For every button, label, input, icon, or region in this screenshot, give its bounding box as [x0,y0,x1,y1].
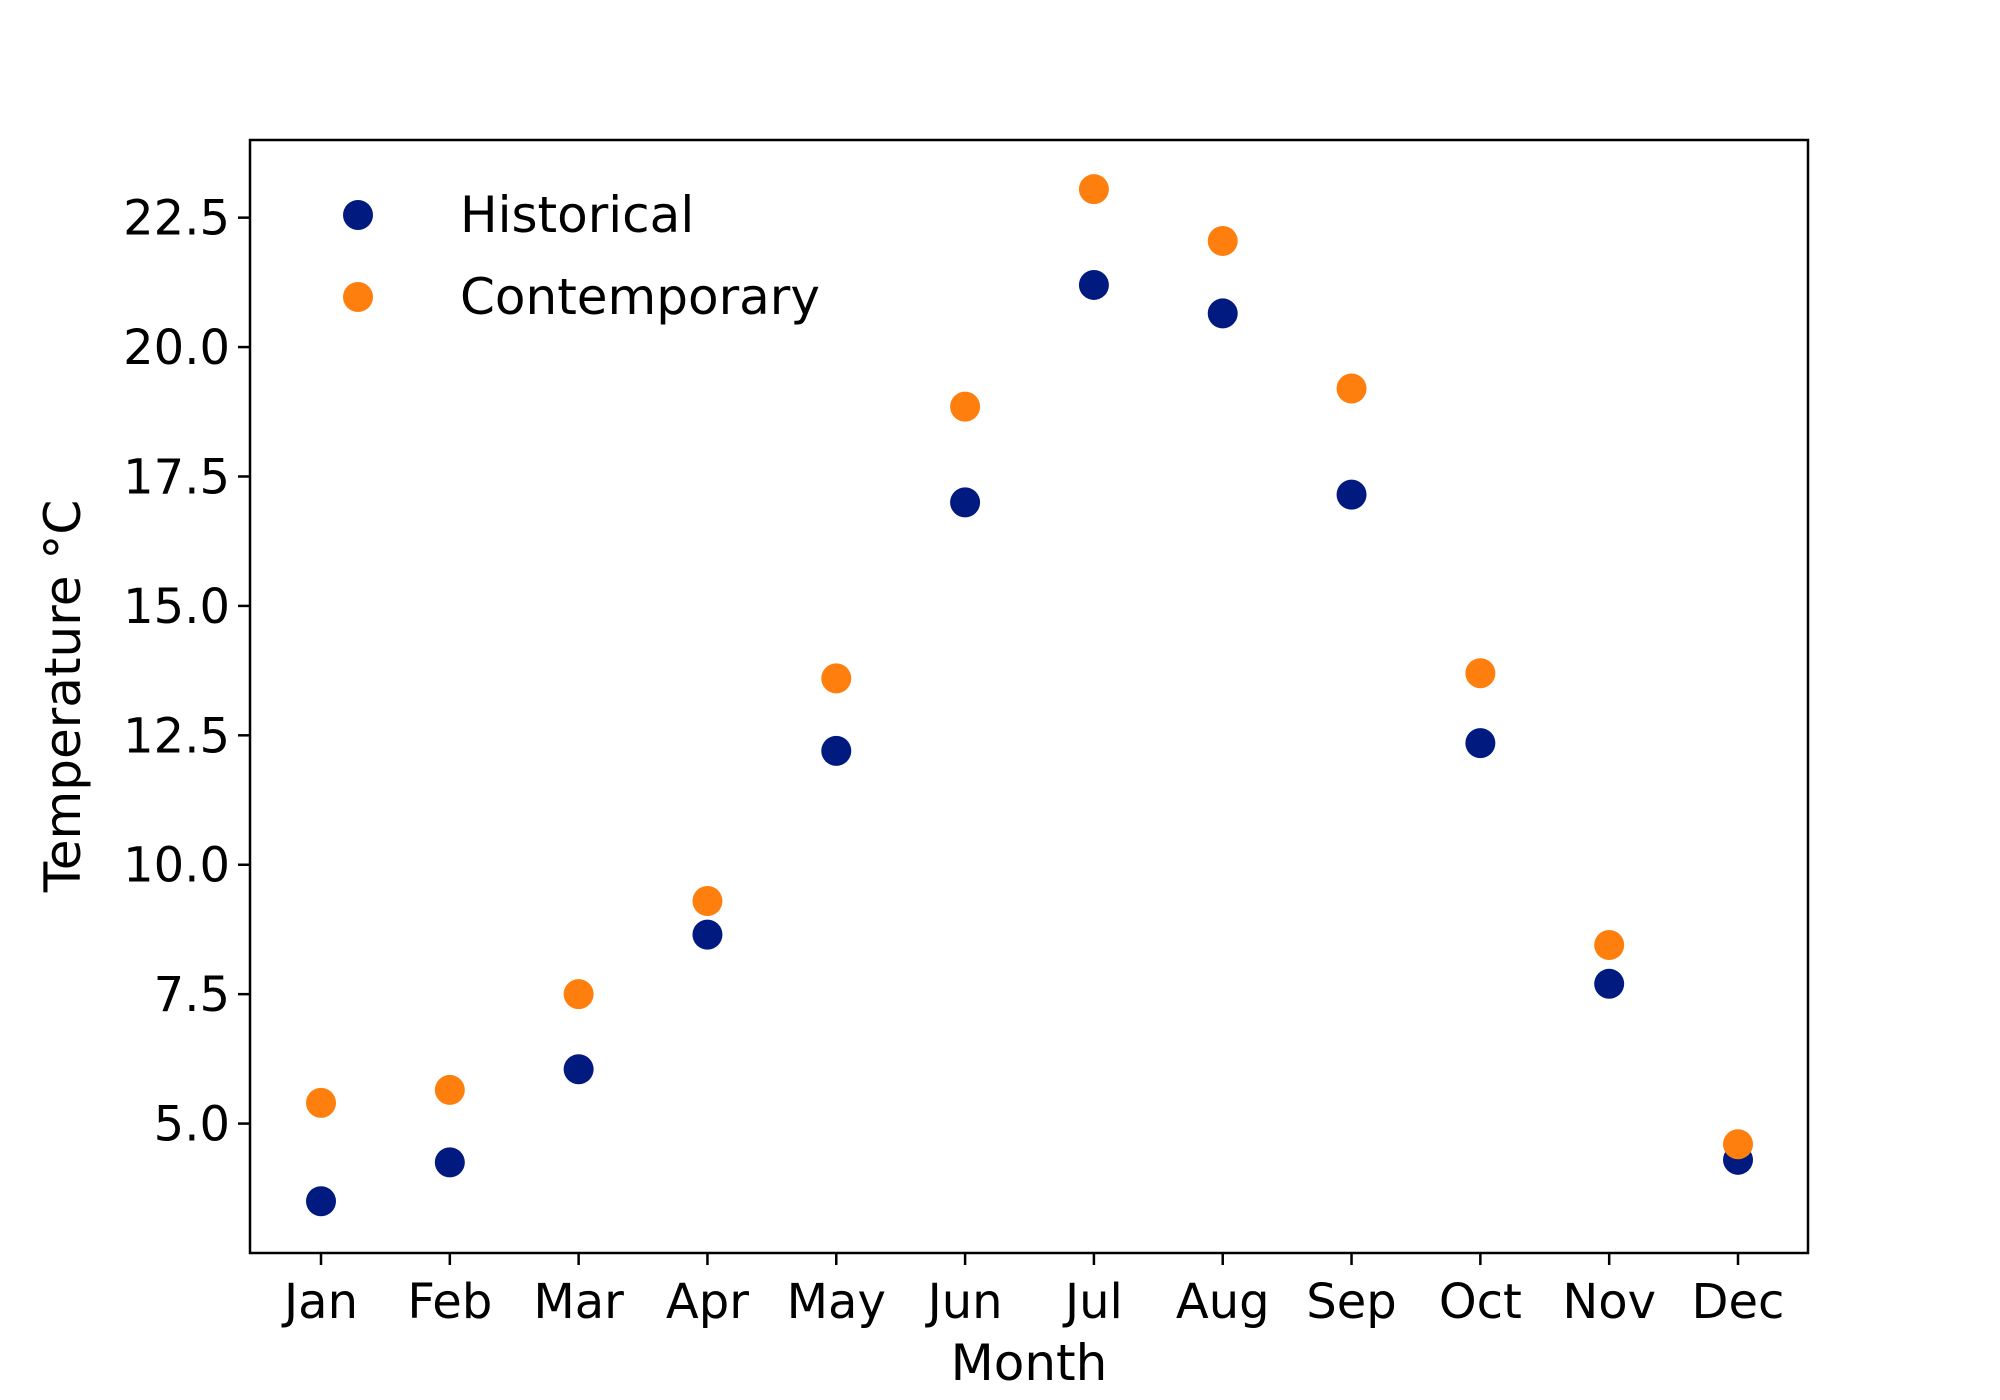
historical-point [1207,298,1238,329]
x-tick-label: Jun [925,1274,1003,1330]
x-tick-label: Feb [407,1274,492,1330]
contemporary-point [306,1087,336,1118]
legend-label-historical: Historical [460,186,694,244]
y-axis: 5.0 7.5 10.0 12.5 15.0 17.5 20.0 22.5 [123,191,250,1153]
legend-marker-historical [343,200,373,230]
y-tick-label: 5.0 [154,1097,230,1153]
x-axis: Jan Feb Mar Apr May Jun Jul Aug Sep Oct Nov Dec [281,1253,1784,1330]
x-tick-label: Jul [1062,1274,1123,1330]
x-tick-label: May [787,1274,886,1330]
x-tick-label: Sep [1306,1274,1396,1330]
historical-point [950,487,981,518]
legend-marker-contemporary [343,282,373,312]
historical-point [563,1054,594,1085]
legend: Historical Contemporary [343,186,820,326]
x-tick-label: Oct [1439,1274,1522,1330]
x-axis-label: Month [951,1334,1108,1392]
x-tick-label: Jan [281,1274,358,1330]
x-tick-label: Dec [1692,1274,1785,1330]
legend-label-contemporary: Contemporary [460,268,820,326]
x-tick-label: Apr [666,1274,749,1330]
contemporary-point [950,391,981,422]
historical-point [1594,968,1625,999]
historical-point [434,1147,465,1178]
y-axis-label: Temperature °C [34,500,92,894]
x-tick-label: Nov [1562,1274,1656,1330]
contemporary-point [563,979,594,1010]
y-tick-label: 22.5 [123,191,230,247]
data-points [306,174,1753,1217]
historical-point [692,919,723,950]
x-tick-label: Aug [1176,1274,1270,1330]
historical-point [1078,269,1109,300]
historical-point [1336,479,1367,510]
contemporary-point [1078,174,1109,205]
y-tick-label: 12.5 [123,708,230,764]
contemporary-point [1723,1129,1753,1160]
y-tick-label: 20.0 [123,320,230,376]
y-tick-label: 17.5 [123,449,230,505]
contemporary-point [821,663,852,694]
y-tick-label: 7.5 [154,967,230,1023]
contemporary-point [1594,929,1625,960]
historical-point [306,1186,336,1217]
contemporary-point [692,885,723,916]
y-tick-label: 10.0 [123,838,230,894]
historical-point [821,735,852,766]
contemporary-point [1207,225,1238,256]
x-tick-label: Mar [533,1274,624,1330]
y-tick-label: 15.0 [123,579,230,635]
contemporary-point [1465,658,1496,689]
plot-area-frame [248,138,1810,1255]
historical-point [1465,728,1496,759]
contemporary-point [434,1074,465,1105]
contemporary-point [1336,373,1367,404]
